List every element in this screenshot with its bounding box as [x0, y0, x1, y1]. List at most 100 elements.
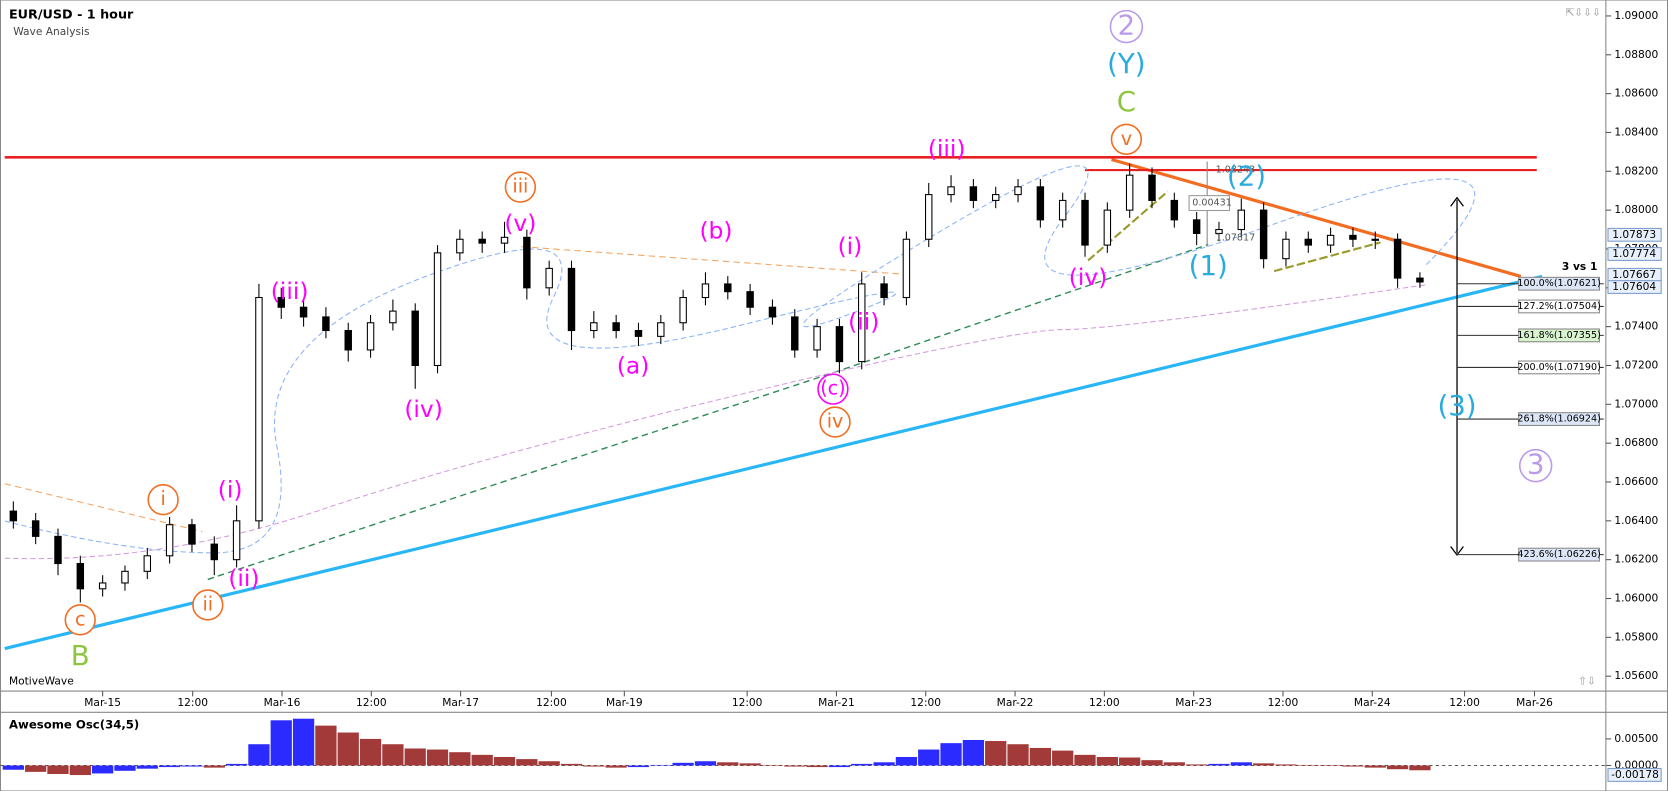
dashed-line: [4, 246, 905, 533]
price-box: [1607, 247, 1662, 261]
candle-body: [1058, 199, 1067, 221]
osc-bar: [1230, 762, 1252, 766]
candle-body: [389, 310, 397, 324]
measure-label: 1.07817: [1216, 233, 1255, 244]
price-box: [1607, 280, 1662, 294]
fib-label: 200.0%(1.07190): [1517, 362, 1600, 373]
x-tick-label: 12:00: [356, 696, 387, 709]
osc-bar: [940, 743, 962, 766]
osc-bar: [359, 738, 382, 766]
x-tick-label: Mar-17: [442, 696, 479, 709]
y-tick-label: 1.08800: [1614, 48, 1658, 61]
osc-bar: [1163, 762, 1185, 766]
candle-body: [322, 316, 330, 332]
candle-body: [545, 267, 553, 289]
wave-label: 2: [1118, 9, 1136, 42]
osc-bar: [181, 765, 203, 767]
osc-bar: [382, 744, 404, 766]
candle-body: [1282, 238, 1290, 260]
price-box: [1607, 227, 1662, 242]
chart-title: EUR/USD - 1 hour: [9, 7, 134, 22]
y-tick-label: 1.08200: [1614, 164, 1658, 177]
osc-bar: [1319, 765, 1342, 767]
candle-body: [612, 322, 620, 332]
candle-body: [1326, 234, 1335, 246]
measure-box: [1188, 195, 1231, 212]
candle-body: [98, 582, 107, 590]
candle-body: [991, 194, 1000, 201]
x-tick-label: Mar-23: [1175, 696, 1212, 709]
candle-body: [947, 186, 955, 196]
osc-tick-label: 0.00500: [1614, 732, 1658, 745]
candle-body: [121, 570, 129, 584]
toolbar-icons[interactable]: ⇱⇩⇩⇩: [1565, 6, 1601, 19]
candle-body: [925, 194, 933, 240]
fib-title: 3 vs 1: [1562, 260, 1597, 273]
candle-body: [969, 186, 978, 201]
osc-bar: [627, 765, 650, 768]
price-box-label: 1.07774: [1612, 247, 1656, 260]
osc-bar: [918, 749, 940, 766]
y-tick-label: 1.06200: [1614, 553, 1658, 566]
wave-label: v: [1121, 127, 1132, 150]
wave-label: i: [160, 487, 165, 510]
osc-bar: [1386, 765, 1409, 770]
candle-body: [724, 283, 732, 293]
osc-bar: [114, 765, 136, 771]
candle-body: [813, 326, 821, 351]
osc-bar: [1297, 764, 1319, 766]
candle-body: [590, 322, 598, 332]
osc-bar: [1029, 747, 1051, 766]
wave-label: c: [75, 607, 86, 630]
support-trendline: [4, 274, 1543, 651]
wave-label: iv: [827, 410, 844, 433]
wave-label: (iv): [404, 395, 443, 423]
candle-body: [902, 238, 911, 299]
wave-label: (2): [1227, 160, 1266, 193]
x-tick-label: Mar-21: [818, 696, 855, 709]
x-tick-label: Mar-26: [1516, 696, 1553, 709]
y-tick-label: 1.05600: [1614, 669, 1658, 682]
wave-circle: [1110, 123, 1143, 155]
x-tick-label: 12:00: [1449, 696, 1480, 709]
osc-bar: [315, 725, 337, 766]
osc-bar: [739, 763, 761, 766]
wave-label: (1): [1189, 249, 1228, 282]
y-tick-label: 1.06600: [1614, 475, 1658, 488]
wave-label: (i): [218, 476, 243, 504]
candle-body: [835, 326, 844, 363]
osc-bar: [270, 720, 292, 766]
wave-label: (Y): [1107, 47, 1145, 80]
osc-bar: [828, 765, 851, 768]
candle-body: [344, 329, 352, 351]
wave-label: (a): [617, 351, 650, 379]
candle-body: [188, 524, 196, 545]
candle-body: [1215, 229, 1223, 234]
y-tick-label: 1.07000: [1614, 397, 1658, 410]
wave-label: (c): [820, 377, 845, 400]
osc-bar: [69, 765, 91, 776]
candle-body: [634, 329, 643, 337]
osc-bar: [92, 765, 114, 774]
wave-label: ii: [202, 592, 213, 615]
candle-body: [746, 291, 754, 308]
candle-body: [1304, 238, 1313, 246]
moving-average: [4, 165, 1476, 554]
osc-bar: [806, 765, 828, 768]
toolbar-icons[interactable]: ⇧⇩: [1578, 674, 1596, 687]
osc-bar: [1007, 744, 1029, 766]
y-tick-label: 1.07400: [1614, 320, 1658, 333]
fib-label: 261.8%(1.06924): [1517, 414, 1600, 425]
osc-title: Awesome Osc(34,5): [9, 718, 139, 732]
osc-bar: [493, 756, 516, 766]
osc-bar: [449, 752, 471, 766]
osc-bar: [1409, 765, 1431, 771]
brand[interactable]: MotiveWave: [9, 674, 74, 687]
wave-label: (ii): [848, 308, 879, 336]
osc-bar: [895, 756, 918, 766]
candle-body: [1014, 186, 1022, 196]
candle-body: [31, 520, 40, 537]
osc-bar: [1208, 763, 1230, 766]
wave-label: (iii): [271, 277, 309, 305]
